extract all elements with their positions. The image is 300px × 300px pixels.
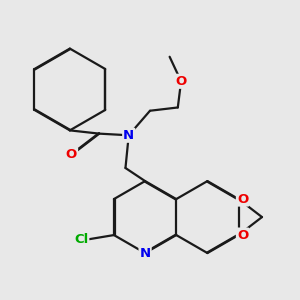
Text: Cl: Cl: [74, 233, 88, 247]
Text: O: O: [66, 148, 77, 161]
Text: O: O: [176, 75, 187, 88]
Text: N: N: [123, 129, 134, 142]
Text: O: O: [237, 229, 248, 242]
Text: N: N: [140, 247, 151, 260]
Text: O: O: [237, 193, 248, 206]
